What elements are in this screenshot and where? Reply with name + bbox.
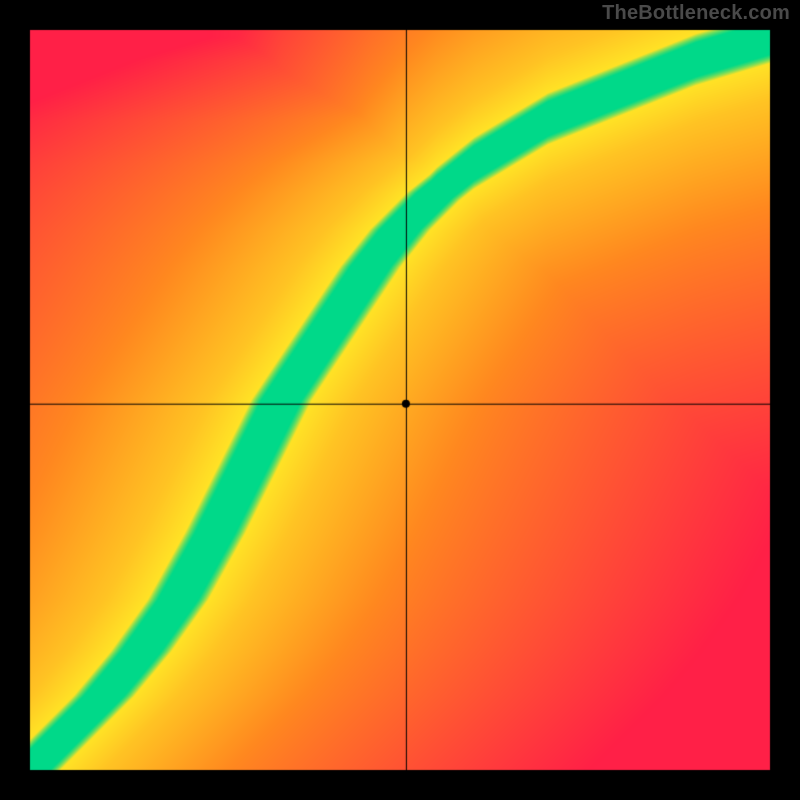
bottleneck-heatmap-canvas <box>0 0 800 800</box>
watermark-text: TheBottleneck.com <box>602 2 790 25</box>
chart-container: TheBottleneck.com <box>0 0 800 800</box>
